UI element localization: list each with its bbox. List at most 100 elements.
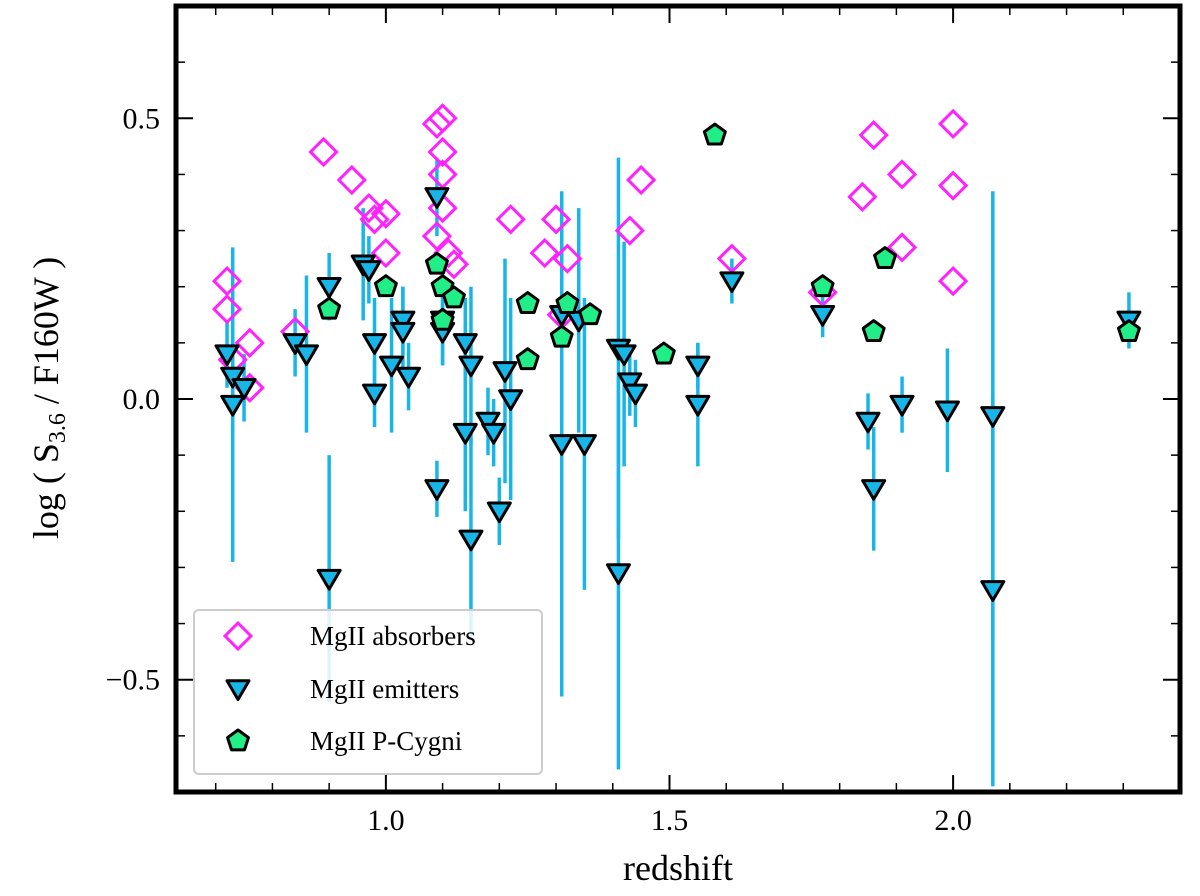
emitter-point: [685, 394, 711, 417]
pcygni-point: [873, 246, 897, 270]
absorber-point: [427, 103, 458, 134]
emitter-point: [458, 355, 484, 378]
emitter-point: [316, 276, 342, 299]
absorber-point: [614, 215, 645, 246]
y-tick-label: 0.5: [123, 102, 161, 135]
absorber-point: [370, 198, 401, 229]
emitter-point: [282, 333, 308, 355]
emitter-point: [424, 187, 450, 209]
emitter-point: [617, 372, 643, 395]
emitter-point: [980, 406, 1006, 428]
absorber-point: [937, 108, 969, 140]
emitter-point: [362, 383, 388, 406]
pcygni-point: [810, 274, 835, 298]
legend-marker-emitters: [225, 679, 251, 701]
emitter-point: [390, 310, 416, 333]
pcygni-point: [549, 324, 574, 348]
absorber-point: [858, 120, 889, 151]
emitter-point: [605, 563, 631, 585]
pcygni-point: [515, 291, 540, 314]
absorber-point: [427, 136, 458, 168]
absorber-point: [886, 159, 918, 190]
emitter-point: [481, 422, 507, 445]
emitter-point: [390, 321, 416, 344]
emitter-point: [571, 434, 597, 456]
emitter-point: [855, 411, 881, 434]
y-tick-label: 0.0: [123, 383, 161, 416]
legend-label: MgII absorbers: [310, 621, 476, 651]
plot-frame: [173, 3, 1183, 795]
emitter-point: [362, 333, 388, 355]
pcygni-point: [651, 341, 676, 365]
emitter-point: [486, 501, 512, 524]
emitter-point: [475, 411, 501, 434]
x-tick-label: 2.0: [934, 804, 972, 837]
absorber-point: [370, 237, 401, 269]
pcygni-point: [317, 296, 342, 320]
tick-labels: 1.0 1.5 2.0 −0.5 0.0 0.5: [106, 102, 972, 837]
absorber-point: [359, 204, 390, 235]
emitter-point: [452, 333, 478, 355]
pcygni-point: [430, 307, 455, 331]
emitter-point: [861, 479, 887, 501]
absorber-point: [353, 192, 384, 224]
emitter-point: [396, 366, 422, 389]
emitter-point: [356, 260, 382, 282]
emitter-point: [293, 344, 319, 367]
emitter-point: [458, 529, 484, 552]
emitter-point: [611, 344, 637, 367]
pcygni-point: [861, 319, 886, 343]
y-tick-label: −0.5: [106, 664, 160, 697]
emitter-point: [622, 383, 648, 406]
pcygni-point: [424, 251, 449, 275]
legend-label: MgII emitters: [310, 674, 459, 704]
y-axis-label-pre: log ( S: [26, 443, 66, 539]
emitter-point: [810, 305, 836, 327]
absorber-point: [847, 181, 878, 213]
legend-marker-pcygni: [226, 728, 250, 752]
pcygni-point: [578, 302, 603, 326]
y-axis-label-sub: 3.6: [45, 413, 71, 443]
emitter-point: [685, 355, 711, 378]
absorber-point: [421, 221, 453, 252]
absorber-point: [336, 164, 367, 196]
emitter-point: [231, 378, 257, 400]
absorber-point: [211, 294, 243, 325]
y-axis-label-post: / F160W ): [26, 257, 66, 413]
emitter-point: [934, 400, 960, 423]
emitter-point: [719, 271, 745, 294]
emitter-point: [889, 394, 915, 417]
emitter-point: [379, 355, 405, 378]
major-ticks: [176, 6, 1180, 792]
absorber-point: [937, 170, 969, 201]
absorber-point: [308, 136, 339, 168]
absorber-point: [433, 237, 464, 269]
emitter-point: [316, 568, 342, 591]
emitter-point: [492, 361, 518, 383]
absorber-point: [540, 204, 572, 235]
pcygni-point: [373, 274, 398, 298]
absorber-point: [211, 265, 243, 297]
emitter-point: [424, 479, 450, 501]
pcygni-point: [515, 347, 540, 371]
absorber-point: [937, 265, 969, 297]
pcygni-point: [1116, 319, 1141, 343]
emitter-point: [498, 389, 524, 411]
emitter-point: [452, 422, 478, 445]
legend-box: [193, 609, 543, 775]
emitter-point: [220, 394, 246, 417]
absorber-point: [495, 204, 526, 235]
pcygni-point: [702, 122, 727, 146]
x-axis-label: redshift: [623, 848, 733, 888]
absorber-point: [421, 108, 453, 140]
legend-marker-absorbers: [222, 620, 254, 652]
legend: MgII absorbers MgII emitters MgII P-Cygni: [193, 609, 543, 775]
emitter-point: [220, 366, 246, 389]
pcygni-point: [555, 291, 580, 314]
absorber-point: [552, 243, 583, 274]
absorber-point: [626, 164, 657, 196]
emitter-point: [214, 344, 240, 367]
absorber-point: [886, 232, 918, 263]
absorber-point: [234, 327, 265, 358]
